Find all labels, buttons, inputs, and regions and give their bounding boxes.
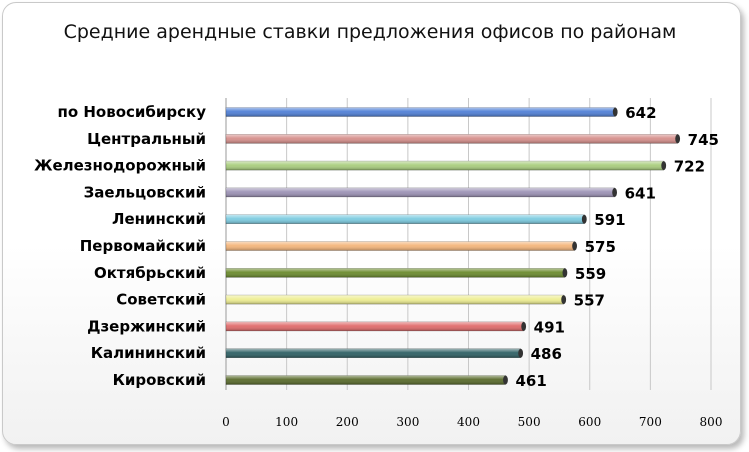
bar-shine: [226, 161, 664, 171]
data-label: 557: [574, 292, 605, 310]
bar-cap: [561, 295, 567, 305]
category-label: Ленинский: [112, 210, 206, 228]
bar-cap: [612, 187, 618, 197]
bar-cap: [572, 241, 577, 251]
bar-cap: [612, 107, 618, 117]
data-label: 641: [625, 184, 656, 202]
bar-cap: [503, 375, 508, 385]
bar-shine: [226, 187, 615, 197]
category-label: Кировский: [113, 371, 206, 389]
x-tick-label: 400: [457, 415, 480, 429]
bar-shine: [226, 295, 564, 305]
bar-cap: [675, 134, 681, 144]
category-label: Железнодорожный: [34, 157, 206, 175]
data-label: 575: [585, 238, 616, 256]
data-label: 491: [534, 318, 565, 336]
category-label: Заельцовский: [84, 183, 206, 201]
category-label: Дзержинский: [87, 317, 206, 335]
bar-cap: [661, 161, 667, 171]
bar-shine: [226, 268, 565, 278]
x-tick-label: 700: [639, 415, 662, 429]
bar-shine: [226, 214, 585, 224]
bar-shine: [226, 134, 678, 144]
data-label: 642: [625, 104, 656, 122]
x-tick-label: 0: [222, 415, 230, 429]
bar-cap: [562, 268, 568, 278]
category-label: Первомайский: [80, 237, 206, 255]
category-label: по Новосибирску: [57, 103, 206, 121]
x-tick-label: 600: [578, 415, 601, 429]
x-tick-label: 500: [518, 415, 541, 429]
bar-shine: [226, 348, 521, 358]
x-tick-label: 100: [275, 415, 298, 429]
bar-cap: [518, 348, 524, 358]
category-label: Октябрьский: [94, 264, 206, 282]
chart-title: Средние арендные ставки предложения офис…: [63, 21, 677, 43]
bar-cap: [521, 321, 527, 331]
data-label: 745: [688, 131, 719, 149]
data-label: 559: [575, 265, 606, 283]
category-label: Советский: [116, 291, 206, 309]
data-label: 461: [515, 372, 546, 390]
bar-cap: [581, 214, 587, 224]
category-label: Калининский: [91, 344, 206, 362]
x-tick-label: 300: [396, 415, 419, 429]
data-label: 591: [594, 211, 625, 229]
x-tick-label: 800: [700, 415, 723, 429]
x-tick-label: 200: [336, 415, 359, 429]
category-label: Центральный: [87, 130, 206, 148]
data-label: 722: [674, 158, 705, 176]
data-label: 486: [531, 345, 562, 363]
bar-shine: [226, 241, 575, 251]
bar-shine: [226, 321, 524, 331]
bar-shine: [226, 107, 616, 117]
bar-shine: [226, 375, 506, 385]
